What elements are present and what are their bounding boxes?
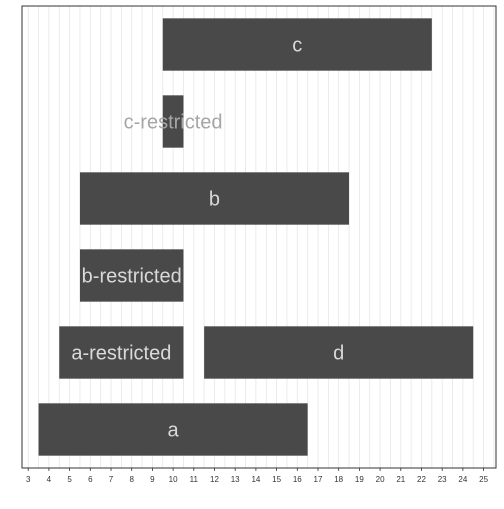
x-tick-label: 15 — [272, 475, 281, 484]
x-tick-label: 3 — [26, 475, 31, 484]
x-tick-label: 25 — [479, 475, 488, 484]
bar-c-restricted — [162, 95, 184, 148]
x-tick-label: 18 — [334, 475, 343, 484]
x-tick-label: 7 — [109, 475, 114, 484]
bar-label-a-restricted: a-restricted — [71, 343, 171, 365]
x-tick-label: 20 — [376, 475, 385, 484]
x-tick-label: 10 — [169, 475, 178, 484]
bar-d — [204, 326, 474, 379]
x-tick-label: 5 — [67, 475, 72, 484]
bar-b — [79, 172, 350, 225]
bar-label-c-restricted: c-restricted — [124, 112, 223, 134]
x-tick-label: 6 — [88, 475, 93, 484]
labels-layer: c c-restricted b b-restricted a-restricted d a — [71, 35, 344, 442]
bar-label-b-restricted: b-restricted — [82, 266, 182, 288]
bar-label-b: b — [209, 189, 220, 211]
bar-label-d: d — [333, 343, 344, 365]
bars-layer — [38, 18, 474, 456]
x-tick-label: 11 — [190, 475, 199, 484]
x-tick-label: 24 — [458, 475, 467, 484]
x-tick-label: 9 — [150, 475, 155, 484]
x-tick-label: 8 — [129, 475, 134, 484]
grid-layer — [27, 6, 495, 468]
bar-a-restricted — [59, 326, 184, 379]
x-tick-label: 21 — [396, 475, 405, 484]
x-tick-label: 4 — [47, 475, 52, 484]
bar-b-restricted — [79, 249, 184, 302]
bar-c — [162, 18, 432, 71]
x-tick-label: 13 — [231, 475, 240, 484]
bar-a — [38, 403, 308, 456]
x-tick-label: 19 — [355, 475, 364, 484]
plot-frame — [21, 5, 497, 469]
ticks-layer: 3 4 5 6 7 8 9 10 11 12 13 14 15 16 17 18 19 20 21 22 23 24 25 — [26, 468, 489, 484]
x-tick-label: 12 — [210, 475, 219, 484]
x-tick-label: 17 — [314, 475, 323, 484]
x-tick-label: 16 — [293, 475, 302, 484]
x-tick-label: 14 — [251, 475, 260, 484]
x-tick-label: 23 — [438, 475, 447, 484]
bar-label-a: a — [168, 420, 180, 442]
bar-label-c: c — [292, 35, 302, 57]
x-tick-label: 22 — [417, 475, 426, 484]
